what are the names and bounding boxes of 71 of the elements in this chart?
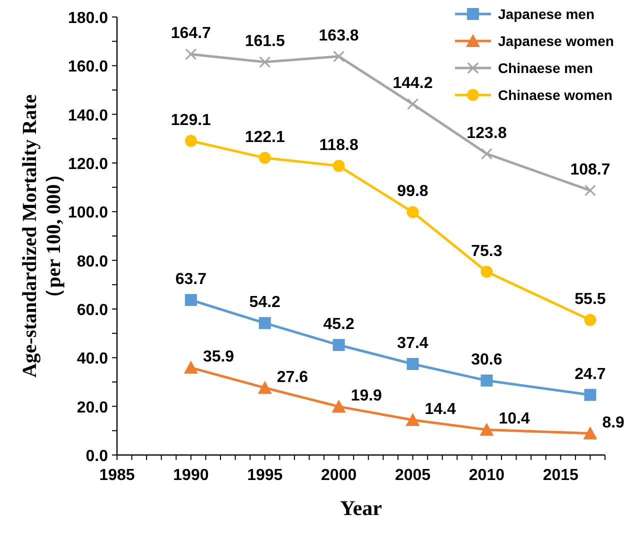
point — [332, 339, 345, 352]
legend-label: Chinaese men — [498, 60, 593, 76]
data-label: 123.8 — [466, 124, 507, 142]
point — [480, 148, 492, 160]
data-label: 8.9 — [602, 414, 625, 432]
point — [184, 294, 197, 306]
point — [406, 358, 419, 370]
x-tick-label: 2015 — [542, 467, 579, 484]
data-label: 129.1 — [170, 112, 212, 129]
data-label: 14.4 — [424, 400, 456, 418]
point — [584, 314, 596, 326]
x-tick-label: 1985 — [99, 467, 135, 484]
point — [583, 426, 598, 440]
data-label: 54.2 — [249, 294, 281, 312]
point — [332, 160, 345, 172]
x-axis-title: Year — [340, 496, 382, 520]
y-tick-label: 160.0 — [68, 58, 108, 76]
data-label: 122.1 — [244, 128, 285, 146]
data-label: 63.7 — [175, 270, 207, 288]
point — [406, 98, 419, 110]
data-label: 118.8 — [319, 136, 358, 154]
x-tick-label: 1990 — [173, 467, 209, 484]
point — [480, 422, 494, 436]
y-tick-label: 80.0 — [76, 253, 108, 270]
x-tick-label: 2010 — [468, 467, 505, 484]
point — [480, 374, 493, 387]
data-label: 163.8 — [318, 27, 359, 44]
y-tick-label: 0.0 — [86, 448, 108, 465]
data-label: 35.9 — [202, 348, 234, 366]
point — [480, 266, 493, 278]
point — [333, 50, 345, 62]
x-tick-label: 2000 — [321, 467, 357, 484]
y-tick-label: 100.0 — [68, 204, 108, 222]
data-label: 10.4 — [498, 410, 530, 428]
data-label: 75.3 — [471, 242, 502, 260]
data-label: 24.7 — [574, 366, 606, 383]
point — [259, 56, 271, 68]
point — [584, 388, 596, 401]
data-label: 161.5 — [244, 33, 285, 50]
point — [332, 400, 346, 413]
data-label: 144.2 — [392, 75, 433, 92]
x-tick-label: 2005 — [394, 467, 431, 484]
point — [258, 317, 271, 330]
y-tick-label: 180.0 — [68, 10, 108, 27]
y-tick-label: 60.0 — [76, 302, 108, 319]
legend-label: Chinaese women — [498, 87, 612, 103]
y-tick-label: 20.0 — [76, 399, 108, 416]
y-tick-label: 40.0 — [76, 350, 108, 368]
data-label: 27.6 — [276, 368, 308, 386]
y-axis-title: Age-standardized Mortality Rate （per 100, 000） — [19, 94, 65, 378]
point — [184, 134, 197, 147]
y-tick-label: 140.0 — [68, 107, 108, 124]
data-label: 99.8 — [397, 183, 428, 200]
legend-label: Japanese men — [498, 6, 594, 22]
point — [406, 206, 419, 218]
data-label: 108.7 — [570, 161, 610, 178]
point — [184, 360, 198, 374]
data-label: 164.7 — [170, 25, 212, 42]
point — [258, 152, 271, 164]
x-tick-label: 1995 — [247, 467, 283, 484]
data-label: 19.9 — [350, 388, 382, 405]
point — [584, 184, 596, 196]
point — [185, 48, 197, 60]
data-label: 30.6 — [471, 352, 502, 369]
point — [258, 380, 272, 394]
legend-label: Japanese women — [498, 33, 614, 49]
point — [406, 412, 420, 426]
data-label: 37.4 — [397, 334, 428, 352]
data-label: 55.5 — [574, 290, 606, 308]
data-label: 45.2 — [323, 316, 354, 334]
y-tick-label: 120.0 — [68, 156, 108, 173]
